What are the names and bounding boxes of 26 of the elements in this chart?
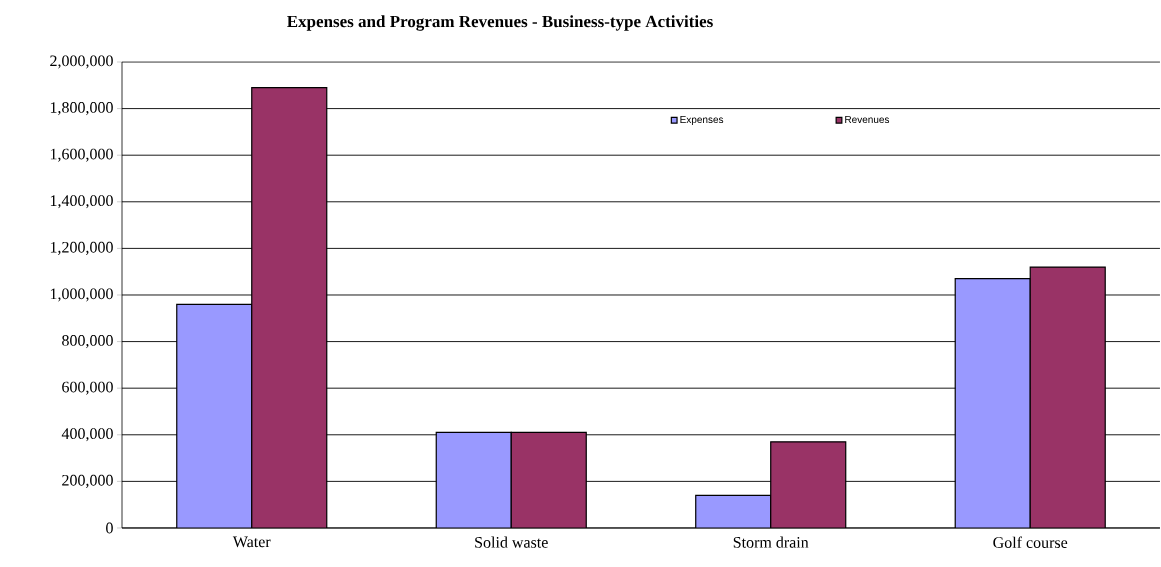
bar: [1029, 266, 1106, 528]
x-tick-label: Solid waste: [475, 536, 548, 548]
y-tick-label: 1,400,000: [50, 195, 113, 209]
bar: [435, 431, 512, 528]
y-tick-label: 400,000: [61, 428, 113, 442]
bar: [954, 278, 1031, 528]
x-tick-label: Storm drain: [733, 536, 809, 548]
bar: [695, 494, 772, 528]
bar: [251, 87, 328, 528]
y-tick-label: 1,800,000: [50, 102, 113, 116]
chart-title: Expenses and Program Revenues - Business-type Activities: [287, 15, 713, 31]
bar: [770, 441, 847, 528]
x-tick-label: Golf course: [993, 536, 1068, 548]
y-tick-label: 1,600,000: [50, 148, 113, 162]
y-tick-label: 2,000,000: [50, 55, 113, 69]
y-tick-label: 800,000: [62, 335, 113, 349]
y-tick-label: 0: [106, 522, 113, 534]
x-tick-label: Water: [232, 536, 271, 548]
legend-label: Expenses: [680, 116, 724, 125]
bar: [176, 303, 253, 528]
y-tick-label: 600,000: [62, 381, 113, 395]
y-tick-label: 1,000,000: [50, 288, 113, 302]
y-tick-label: 1,200,000: [50, 241, 113, 255]
bar: [510, 431, 587, 528]
legend-label: Revenues: [845, 116, 890, 124]
y-tick-label: 200,000: [62, 474, 113, 488]
